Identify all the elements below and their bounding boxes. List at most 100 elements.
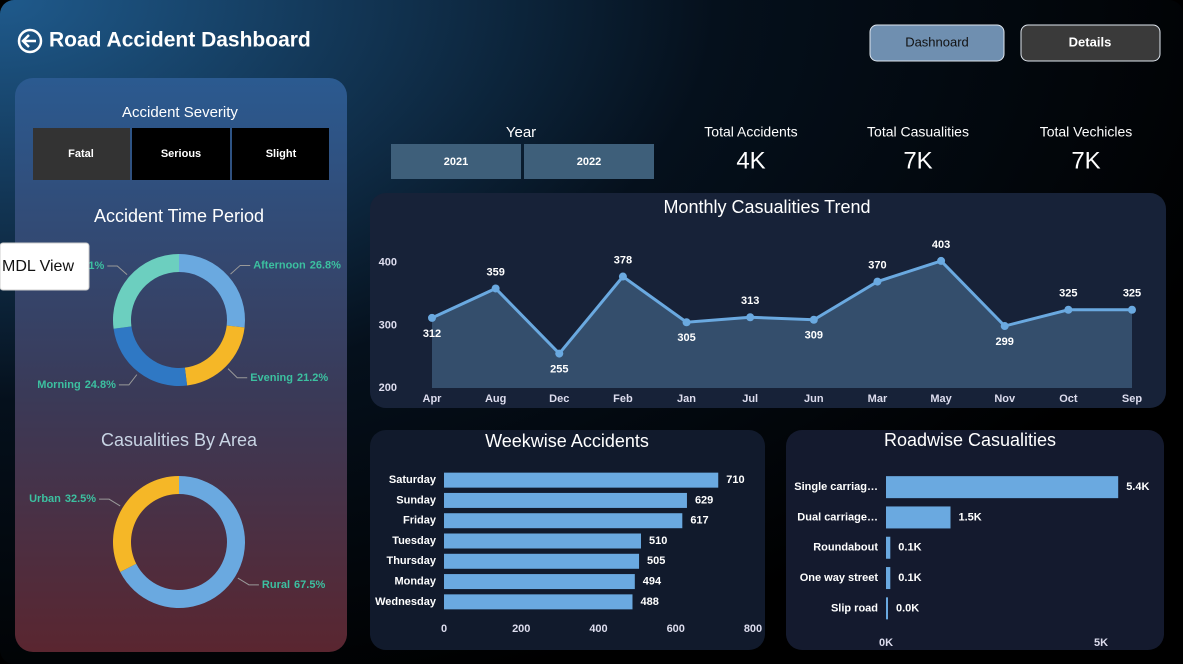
value-label: 312 — [423, 328, 441, 340]
kpi-value: 4K — [736, 147, 765, 174]
value-label: 5.4K — [1126, 481, 1149, 493]
back-arrow — [21, 34, 36, 48]
nav-button-label[interactable]: Details — [1069, 34, 1112, 49]
slice-label: Urban 32.5% — [29, 493, 96, 505]
y-tick-label: Monday — [394, 575, 436, 587]
charts: Accident Time Period Afternoon 26.8% Evenin… — [29, 197, 1149, 649]
donut-slice — [112, 476, 179, 572]
y-tick-label: Dual carriage… — [797, 511, 878, 523]
kpi-value: 7K — [903, 147, 932, 174]
slice-label: Rural 67.5% — [262, 579, 326, 591]
value-label: 403 — [932, 239, 950, 251]
slice-category: Afternoon — [253, 259, 306, 271]
x-tick-label: Mar — [868, 393, 888, 405]
slice-category: Rural — [262, 579, 290, 591]
nav-button-label[interactable]: Dashnoard — [905, 34, 969, 49]
slice-value-label: 24.8% — [85, 379, 116, 391]
value-label: 488 — [640, 596, 658, 608]
point — [937, 256, 946, 265]
donut-slice — [179, 254, 246, 328]
chart-title: Monthly Casualities Trend — [663, 197, 870, 217]
back-icon[interactable] — [17, 28, 43, 54]
leader-line — [227, 368, 248, 379]
nav-button[interactable] — [869, 24, 1005, 62]
value-label: 325 — [1123, 288, 1141, 300]
value-label: 0.1K — [898, 572, 921, 584]
slicer-option[interactable] — [391, 144, 521, 179]
slicer-option[interactable] — [232, 128, 329, 180]
line — [431, 259, 1132, 356]
x-tick-label: 600 — [667, 623, 685, 635]
x-tick-label: 200 — [512, 623, 530, 635]
popup[interactable] — [0, 242, 90, 291]
slicer-title: Accident Severity — [122, 104, 238, 121]
bar — [444, 492, 687, 508]
value-label: 299 — [996, 336, 1014, 348]
y-tick-label: 300 — [379, 319, 397, 331]
y-tick-label: Slip road — [831, 602, 878, 614]
value-label: 710 — [726, 474, 744, 486]
value-label: 494 — [643, 575, 662, 587]
y-tick-label: 400 — [379, 257, 397, 269]
value-label: 359 — [486, 266, 504, 278]
kpi-label: Total Vechicles — [1040, 124, 1133, 140]
bar — [444, 553, 640, 569]
y-tick-label: 200 — [379, 382, 397, 394]
bar — [444, 533, 641, 549]
point — [809, 315, 818, 324]
slicer-option-label[interactable]: Slight — [266, 148, 297, 160]
nav-button[interactable] — [1020, 24, 1161, 62]
slicer-option[interactable] — [524, 144, 654, 179]
y-tick-label: Wednesday — [375, 596, 437, 608]
x-tick-label: Jun — [804, 393, 824, 405]
leader-line — [230, 264, 251, 275]
x-tick-label: Sep — [1122, 393, 1142, 405]
side-panel — [15, 78, 347, 652]
chart-title: Accident Time Period — [94, 206, 264, 226]
slice-label: Afternoon 26.8% — [253, 259, 341, 271]
x-tick-label: 0 — [441, 623, 447, 635]
point — [746, 313, 755, 322]
point — [1064, 305, 1073, 314]
value-label: 505 — [647, 555, 665, 567]
slicer-option[interactable] — [33, 128, 130, 180]
value-label: 313 — [741, 295, 759, 307]
y-tick-label: Sunday — [396, 494, 437, 506]
value-label: 370 — [868, 259, 886, 271]
y-tick-label: Tuesday — [392, 535, 437, 547]
slice-value-label: 67.5% — [294, 579, 325, 591]
bar — [886, 506, 951, 529]
kpi-label: Total Casualities — [867, 124, 969, 140]
x-tick-label: Oct — [1059, 393, 1078, 405]
value-label: 0.0K — [896, 602, 919, 614]
slicer-option-label[interactable]: 2022 — [577, 156, 601, 168]
slicer-option-label[interactable]: 2021 — [444, 156, 468, 168]
x-tick-label: Dec — [549, 393, 569, 405]
value-label: 325 — [1059, 288, 1077, 300]
slice-category: Evening — [250, 372, 293, 384]
slice-category: Morning — [37, 379, 80, 391]
slicer-option-label[interactable]: Fatal — [68, 148, 94, 160]
point — [873, 277, 882, 286]
bar — [444, 594, 633, 610]
value-label: 309 — [805, 330, 823, 342]
value-label: 0.1K — [898, 542, 921, 554]
value-label: 1.5K — [959, 511, 982, 523]
point — [491, 284, 500, 293]
x-tick-label: 400 — [589, 623, 607, 635]
x-tick-label: Nov — [994, 393, 1016, 405]
x-tick-label: 0K — [879, 637, 893, 649]
popup-label[interactable]: MDL View — [2, 258, 74, 275]
bar — [886, 597, 888, 620]
leader-line — [99, 498, 121, 507]
bar — [886, 567, 891, 590]
area — [432, 260, 1132, 388]
slicer-option-label[interactable]: Serious — [161, 148, 201, 160]
page-title: Road Accident Dashboard — [49, 29, 311, 52]
chart-title: Weekwise Accidents — [485, 431, 649, 451]
slicer-option[interactable] — [132, 128, 230, 180]
leader-line — [107, 265, 128, 275]
chart-title: Casualities By Area — [101, 430, 258, 450]
value-label: 255 — [550, 363, 568, 375]
